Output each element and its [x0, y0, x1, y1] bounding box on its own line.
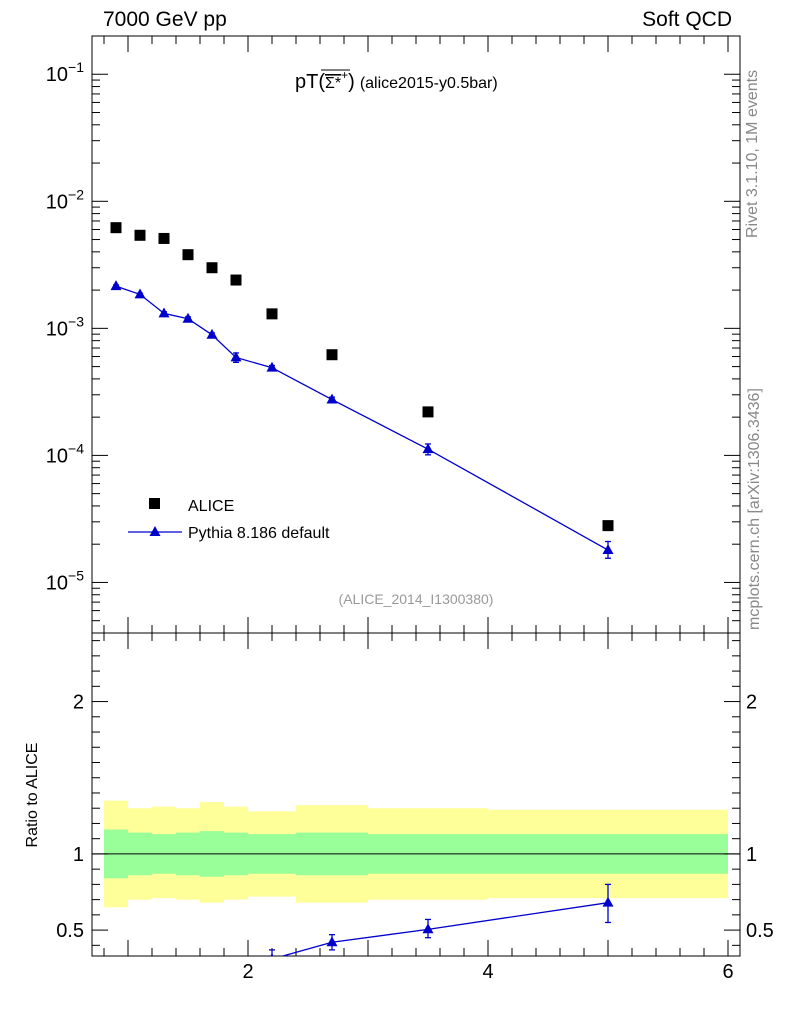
alice-data-point — [134, 229, 146, 241]
legend: ALICE Pythia 8.186 default — [128, 498, 330, 542]
ratio-series — [269, 883, 614, 956]
alice-series — [110, 222, 614, 532]
pythia-data-point — [134, 288, 146, 299]
legend-alice-marker — [149, 498, 160, 509]
alice-data-point — [206, 262, 218, 274]
pythia-data-point — [266, 361, 278, 372]
x-ticks — [103, 36, 729, 956]
ratio-y-ticks — [92, 640, 740, 946]
y-tick-label: 10−4 — [46, 440, 84, 467]
ratio-data-point — [326, 936, 338, 947]
ratio-frame — [91, 632, 741, 957]
y-tick-label: 10−3 — [46, 313, 84, 340]
x-tick-label: 6 — [722, 961, 733, 983]
main-y-ticks — [92, 35, 740, 634]
pythia-data-point — [182, 312, 194, 323]
alice-data-point — [230, 274, 242, 286]
ratio-data-point — [270, 953, 274, 956]
ratio-y-axis-label: Ratio to ALICE — [24, 743, 41, 848]
alice-data-point — [326, 349, 338, 361]
legend-pythia-label: Pythia 8.186 default — [188, 525, 330, 542]
x-tick-label: 4 — [482, 961, 493, 983]
pythia-line — [115, 285, 609, 551]
pythia-data-point — [110, 280, 122, 291]
pythia-data-point — [230, 351, 242, 362]
pythia-data-point — [602, 544, 614, 554]
pythia-data-point — [158, 307, 170, 318]
main-frame — [91, 35, 741, 634]
alice-data-point — [182, 249, 194, 261]
y-tick-label: 10−2 — [46, 186, 84, 213]
ratio-data-point — [602, 896, 614, 907]
alice-data-point — [602, 520, 614, 532]
legend-alice-label: ALICE — [188, 498, 234, 515]
x-tick-label: 2 — [242, 961, 253, 983]
plot-title: pT(Σ*+) (alice2015-y0.5bar) — [295, 68, 498, 93]
y-tick-label: 10−1 — [46, 59, 84, 86]
pythia-series — [110, 280, 614, 559]
ratio-y-tick-label-left: 0.5 — [56, 920, 84, 942]
alice-data-point — [266, 308, 278, 320]
pythia-data-point — [206, 328, 218, 339]
ratio-y-tick-label-left: 1 — [73, 844, 84, 866]
ratio-line — [280, 902, 609, 956]
pythia-data-point — [326, 393, 338, 404]
header-left-label: 7000 GeV pp — [103, 8, 227, 31]
header-right-label: Soft QCD — [642, 8, 732, 31]
alice-data-point — [158, 232, 170, 244]
analysis-watermark: (ALICE_2014_I1300380) — [339, 591, 494, 607]
alice-data-point — [110, 222, 122, 234]
ratio-y-tick-label-right: 2 — [746, 692, 757, 714]
pythia-data-point — [422, 443, 434, 454]
ratio-y-tick-label-right: 1 — [746, 844, 757, 866]
y-tick-label: 10−5 — [46, 567, 84, 594]
legend-pythia-marker — [149, 526, 161, 536]
ratio-y-tick-label-right: 0.5 — [746, 920, 774, 942]
ratio-data-point — [422, 923, 434, 934]
alice-data-point — [422, 406, 434, 418]
ratio-y-tick-label-left: 2 — [73, 692, 84, 714]
